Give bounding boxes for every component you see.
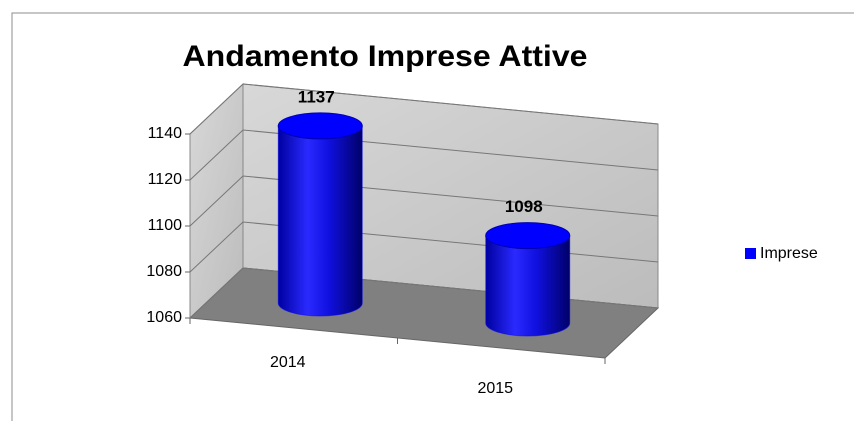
plot-area: 1060 1080 1100 1120 1140 2014 2015 1137 1098 [146,82,660,397]
data-label: 1098 [505,197,543,216]
y-tick-label: 1080 [146,263,182,280]
bar [485,235,571,337]
y-tick-label: 1120 [148,171,183,188]
grid-line [189,83,659,135]
chart-frame [11,12,854,421]
bar-top [277,112,363,140]
y-tick-label: 1060 [146,309,182,326]
x-tick-label: 2015 [477,380,513,397]
data-label: 1137 [298,87,335,106]
chart-title: Andamento Imprese Attive [183,40,588,73]
y-tick-label: 1100 [148,217,183,234]
x-tick-label: 2014 [270,354,306,371]
legend-swatch [745,248,756,259]
y-tick-label: 1140 [148,125,183,142]
grid-line [189,175,659,227]
grid-line [189,129,659,181]
bar [277,125,363,317]
legend-label: Imprese [760,245,818,262]
bar-top [485,222,571,250]
